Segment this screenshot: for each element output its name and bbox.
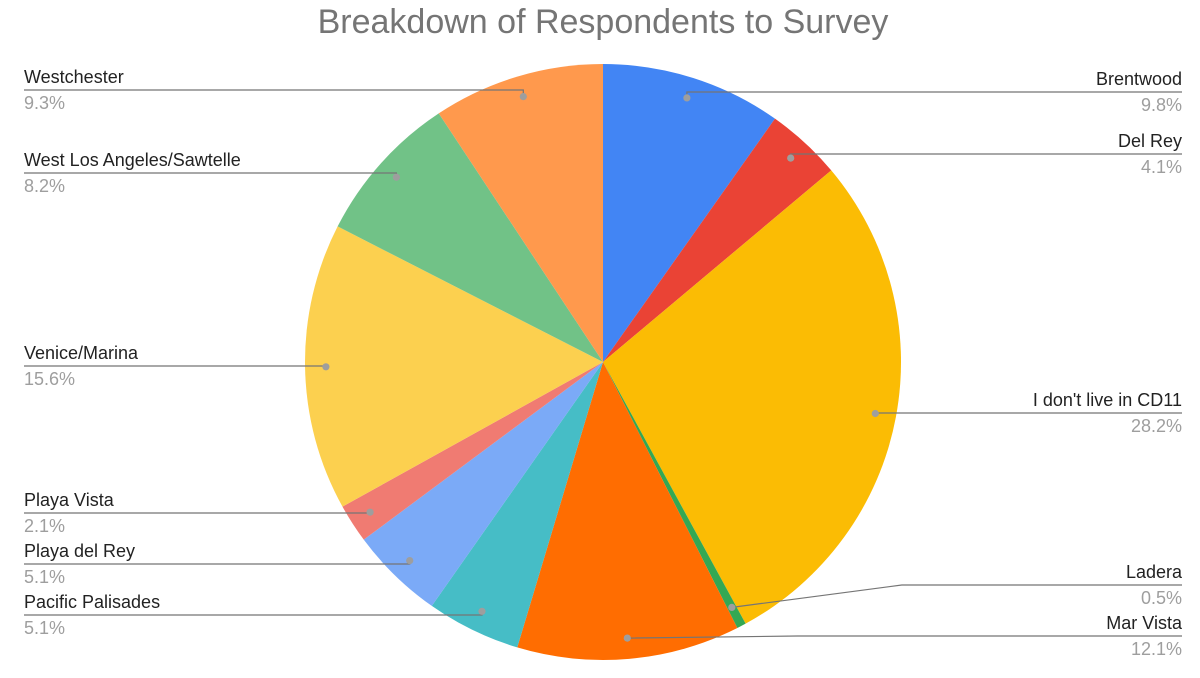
slice-percent-brentwood: 9.8% [1141, 95, 1182, 115]
leader-dot-pacific-palisades [478, 607, 486, 615]
leader-line-playa-vista [24, 512, 371, 514]
leader-line-venice-marina [24, 365, 327, 367]
slice-percent-mar-vista: 12.1% [1131, 639, 1182, 659]
pie-slice-del-rey [603, 118, 832, 362]
slice-label-brentwood: Brentwood [1096, 69, 1182, 89]
slice-percent-playa-vista: 2.1% [24, 516, 65, 536]
pie-slice-west-los-angeles-sawtelle [337, 113, 603, 362]
slice-label-pacific-palisades: Pacific Palisades [24, 592, 160, 612]
leader-line-west-los-angeles-sawtelle [24, 172, 397, 178]
pie-slice-brentwood [603, 64, 775, 362]
slice-label-venice-marina: Venice/Marina [24, 343, 139, 363]
leader-dot-playa-vista [366, 508, 374, 516]
leader-dot-ladera [728, 603, 736, 612]
pie-slice-pacific-palisades [431, 362, 603, 648]
pie-slice-playa-vista [342, 362, 603, 540]
slice-percent-pacific-palisades: 5.1% [24, 618, 65, 638]
slice-percent-ladera: 0.5% [1141, 588, 1182, 608]
slice-label-i-don-t-live-in-cd11: I don't live in CD11 [1033, 390, 1182, 410]
leader-line-westchester [24, 89, 524, 97]
leader-line-brentwood [686, 91, 1182, 98]
slice-label-ladera: Ladera [1126, 562, 1183, 582]
leader-line-playa-del-rey [24, 560, 411, 565]
pie-slice-i-don-t-live-in-cd11 [603, 170, 902, 624]
pie-slice-mar-vista [517, 362, 738, 661]
leader-dot-west-los-angeles-sawtelle [392, 173, 400, 181]
slice-label-westchester: Westchester [24, 67, 124, 87]
leader-dot-venice-marina [322, 363, 330, 371]
slice-percent-playa-del-rey: 5.1% [24, 567, 65, 587]
leader-dot-playa-del-rey [406, 557, 414, 565]
slice-label-mar-vista: Mar Vista [1106, 613, 1183, 633]
pie-slice-ladera [603, 362, 746, 629]
leader-dot-i-don-t-live-in-cd11 [871, 409, 879, 418]
leader-dot-westchester [519, 93, 527, 101]
slice-percent-westchester: 9.3% [24, 93, 65, 113]
leader-line-mar-vista [627, 635, 1182, 639]
pie-slices [305, 63, 902, 661]
leader-line-ladera [731, 584, 1182, 608]
slice-label-west-los-angeles-sawtelle: West Los Angeles/Sawtelle [24, 150, 241, 170]
chart-title: Breakdown of Respondents to Survey [318, 3, 889, 41]
slice-label-playa-del-rey: Playa del Rey [24, 541, 135, 561]
slice-label-playa-vista: Playa Vista [24, 490, 115, 510]
slice-percent-del-rey: 4.1% [1141, 157, 1182, 177]
slice-percent-west-los-angeles-sawtelle: 8.2% [24, 176, 65, 196]
pie-labels: Brentwood 9.8% Del Rey 4.1% I don't live in … [24, 67, 1183, 659]
slice-percent-venice-marina: 15.6% [24, 369, 75, 389]
leader-dot-del-rey [787, 154, 795, 162]
pie-slice-westchester [438, 63, 603, 362]
slice-percent-i-don-t-live-in-cd11: 28.2% [1131, 416, 1182, 436]
leader-line-i-don-t-live-in-cd11 [874, 412, 1182, 414]
leader-dot-brentwood [683, 94, 691, 102]
leader-dot-mar-vista [623, 634, 631, 642]
pie-slice-venice-marina [305, 226, 603, 507]
leader-line-del-rey [790, 153, 1182, 159]
pie-slice-playa-del-rey [363, 362, 603, 606]
slice-label-del-rey: Del Rey [1118, 131, 1182, 151]
